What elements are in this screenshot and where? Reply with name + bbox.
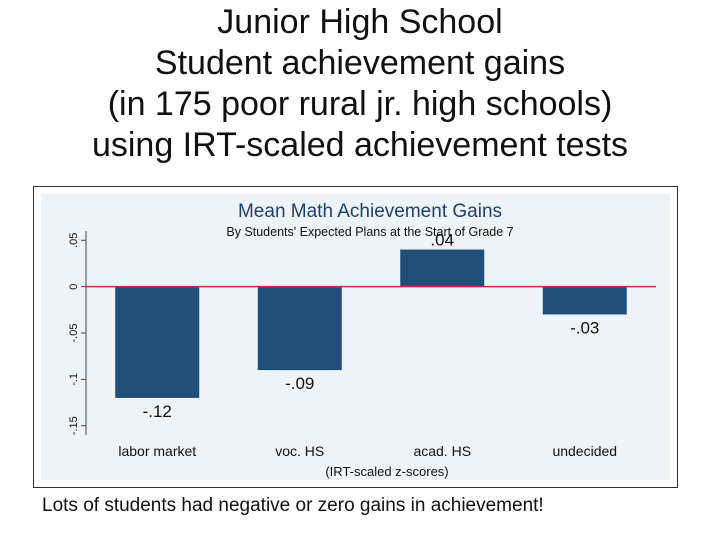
y-tick-label: -.1 (68, 373, 80, 386)
bar-value-label: .04 (430, 231, 454, 250)
bars (115, 249, 627, 398)
bar-value-label: -.09 (285, 374, 314, 393)
bar (400, 249, 485, 287)
x-tick-label: voc. HS (275, 443, 324, 459)
title-line: (in 175 poor rural jr. high schools) (107, 85, 613, 123)
title-line: Junior High School (217, 3, 503, 41)
x-tick-label: acad. HS (413, 443, 471, 459)
bar-chart: Mean Math Achievement Gains By Students'… (41, 194, 670, 480)
chart-subtitle: By Students' Expected Plans at the Start… (226, 225, 513, 239)
value-labels: -.12 -.09 .04 -.03 (143, 231, 600, 421)
y-tick-label: .05 (68, 233, 80, 248)
title-line: using IRT-scaled achievement tests (91, 126, 629, 164)
title-line: Student achievement gains (154, 44, 566, 82)
chart-title: Mean Math Achievement Gains (238, 201, 502, 222)
x-tick-label: labor market (118, 443, 196, 459)
slide-caption: Lots of students had negative or zero ga… (42, 495, 544, 516)
bar (542, 286, 627, 315)
y-axis: .05 0 -.05 -.1 -.15 (68, 231, 87, 435)
x-tick-label: undecided (552, 443, 617, 459)
y-tick-label: -.05 (68, 324, 80, 343)
y-tick-label: -.15 (68, 416, 80, 435)
y-tick-label: 0 (68, 284, 80, 290)
bar (257, 286, 342, 371)
x-axis-title: (IRT-scaled z-scores) (325, 464, 448, 479)
bar-value-label: -.12 (143, 402, 172, 421)
x-tick-labels: labor market voc. HS acad. HS undecided (118, 443, 617, 459)
bar (115, 286, 200, 398)
bar-value-label: -.03 (570, 318, 599, 337)
slide-title: Junior High School Student achievement g… (0, 2, 720, 166)
